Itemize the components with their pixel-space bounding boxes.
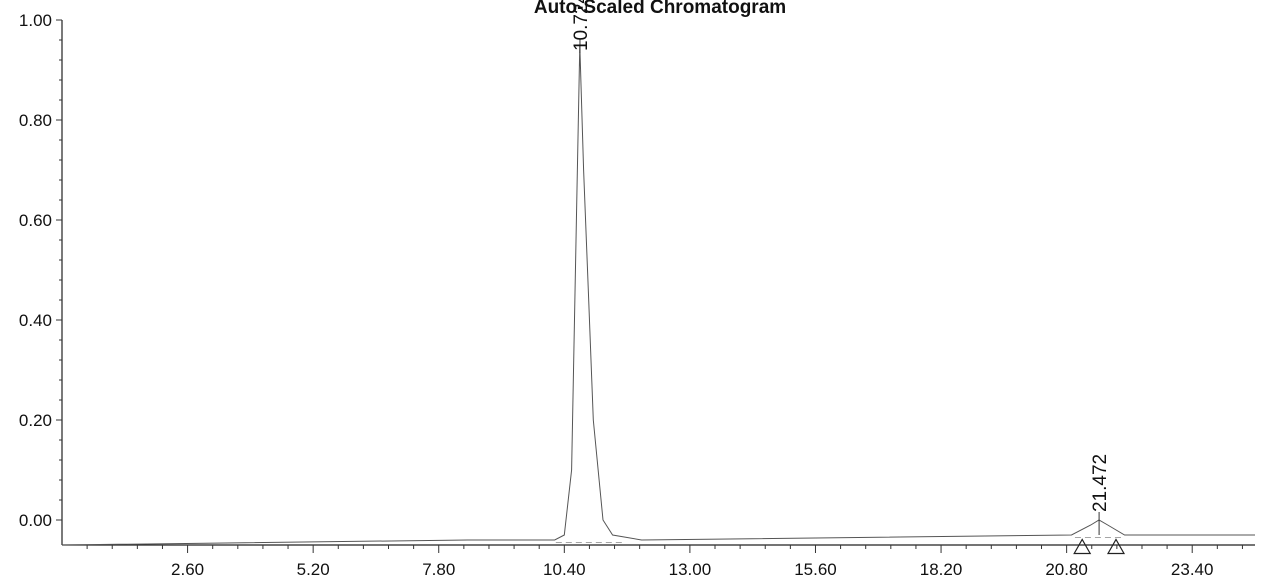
y-tick-label: 0.80 — [19, 111, 52, 130]
x-tick-label: 5.20 — [297, 560, 330, 579]
peak-label: 21.472 — [1090, 454, 1111, 512]
y-tick-label: 0.20 — [19, 411, 52, 430]
x-tick-label: 13.00 — [669, 560, 712, 579]
y-tick-label: 0.00 — [19, 511, 52, 530]
peak-boundary-marker — [1106, 538, 1126, 555]
x-tick-label: 10.40 — [543, 560, 586, 579]
y-ticks: 0.00 0.20 0.40 0.60 0.80 1.00 — [19, 11, 62, 530]
integration-baseline — [555, 537, 1124, 543]
y-tick-label: 0.40 — [19, 311, 52, 330]
peak-boundary-marker — [1073, 538, 1092, 555]
x-tick-label: 20.80 — [1045, 560, 1088, 579]
x-tick-label: 23.40 — [1171, 560, 1214, 579]
peak-label: 10.724 — [571, 0, 592, 51]
x-tick-label: 7.80 — [422, 560, 455, 579]
chart-title: Auto-Scaled Chromatogram — [534, 0, 786, 18]
x-tick-label: 2.60 — [171, 560, 204, 579]
x-tick-label: 15.60 — [794, 560, 837, 579]
chromatogram-trace — [61, 44, 1255, 546]
peak-annotations: 10.724 21.472 — [571, 0, 1126, 555]
y-tick-label: 1.00 — [19, 11, 52, 30]
x-tick-label: 18.20 — [920, 560, 963, 579]
x-ticks: 2.60 5.20 7.80 10.40 13.00 15.60 18.20 20.80 23.… — [86, 545, 1243, 579]
y-tick-label: 0.60 — [19, 211, 52, 230]
